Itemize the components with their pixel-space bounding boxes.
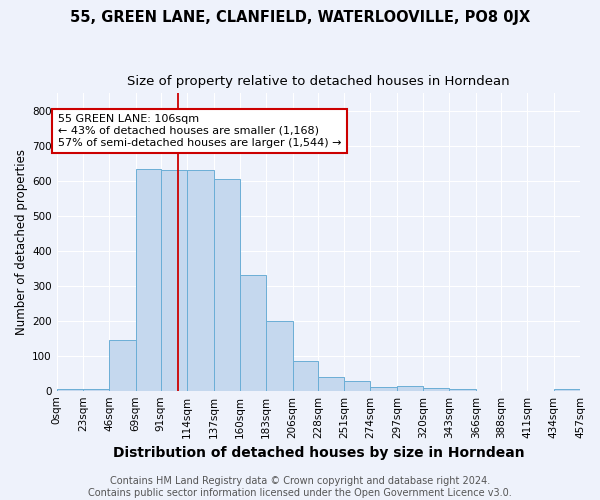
Bar bbox=[266, 320, 293, 390]
Bar bbox=[56, 389, 83, 390]
Bar bbox=[187, 170, 214, 390]
Bar bbox=[554, 389, 580, 390]
Bar bbox=[136, 168, 161, 390]
X-axis label: Distribution of detached houses by size in Horndean: Distribution of detached houses by size … bbox=[113, 446, 524, 460]
Y-axis label: Number of detached properties: Number of detached properties bbox=[15, 149, 28, 335]
Text: 55, GREEN LANE, CLANFIELD, WATERLOOVILLE, PO8 0JX: 55, GREEN LANE, CLANFIELD, WATERLOOVILLE… bbox=[70, 10, 530, 25]
Bar bbox=[161, 170, 187, 390]
Bar bbox=[344, 381, 370, 390]
Bar bbox=[397, 386, 423, 390]
Bar bbox=[423, 388, 449, 390]
Bar bbox=[318, 376, 344, 390]
Bar bbox=[449, 389, 476, 390]
Text: Contains HM Land Registry data © Crown copyright and database right 2024.
Contai: Contains HM Land Registry data © Crown c… bbox=[88, 476, 512, 498]
Bar bbox=[240, 275, 266, 390]
Bar bbox=[214, 179, 240, 390]
Text: 55 GREEN LANE: 106sqm
← 43% of detached houses are smaller (1,168)
57% of semi-d: 55 GREEN LANE: 106sqm ← 43% of detached … bbox=[58, 114, 341, 148]
Bar bbox=[293, 361, 318, 390]
Bar bbox=[109, 340, 136, 390]
Bar bbox=[83, 389, 109, 390]
Bar bbox=[370, 387, 397, 390]
Title: Size of property relative to detached houses in Horndean: Size of property relative to detached ho… bbox=[127, 75, 509, 88]
